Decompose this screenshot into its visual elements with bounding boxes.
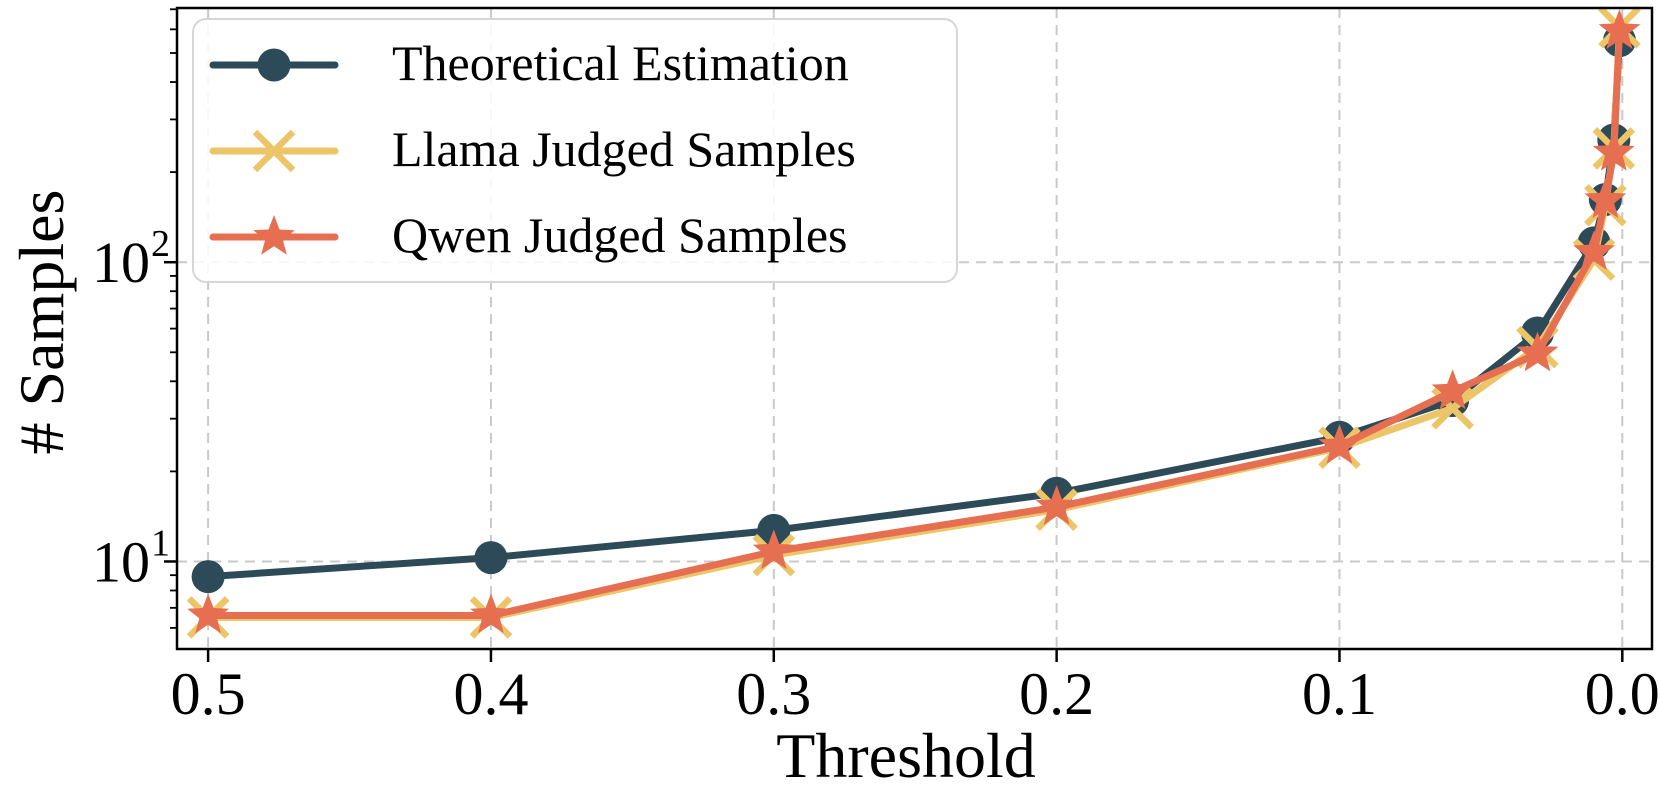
axes-spines	[175, 6, 1654, 651]
star-marker-icon	[752, 529, 795, 570]
x-tick-label: 0.4	[453, 661, 528, 727]
legend-label: Theoretical Estimation	[392, 34, 849, 91]
x-tick-label: 0.3	[736, 661, 811, 727]
x-tick-label: 0.5	[171, 661, 246, 727]
star-marker-icon	[470, 593, 512, 634]
star-marker-icon	[1584, 178, 1627, 219]
circle-marker-icon	[474, 541, 508, 575]
x-tick-label: 0.2	[1019, 661, 1094, 727]
legend-label: Llama Judged Samples	[392, 120, 856, 177]
legend-entry-qwen: Qwen Judged Samples	[209, 194, 938, 280]
circle-marker-icon	[209, 48, 339, 81]
star-marker-icon	[253, 214, 295, 255]
circle-marker-icon	[191, 560, 225, 594]
circle-marker-icon	[257, 48, 291, 81]
star-marker-icon	[209, 214, 339, 255]
series-markers-2	[187, 9, 1641, 634]
star-marker-icon	[1573, 230, 1615, 270]
major-ticks	[164, 260, 1624, 662]
star-marker-icon	[1318, 424, 1361, 464]
legend-entry-llama: Llama Judged Samples	[209, 108, 938, 194]
x-tick-label: 0.0	[1585, 661, 1660, 727]
star-marker-icon	[1592, 130, 1635, 171]
star-marker-icon	[1598, 9, 1641, 49]
x-marker-icon	[252, 129, 296, 172]
series-layer	[186, 6, 1641, 639]
x-tick-label: 0.1	[1302, 661, 1377, 727]
y-axis-title: # Samples	[6, 189, 77, 455]
y-tick-label: 101	[92, 522, 170, 594]
star-marker-icon	[1431, 369, 1474, 410]
star-marker-icon	[187, 593, 229, 634]
legend: Theoretical Estimation Llama Judged Samp…	[192, 18, 958, 283]
y-tick-label: 102	[92, 223, 170, 295]
x-axis-title: Threshold	[776, 720, 1036, 791]
legend-entry-theoretical: Theoretical Estimation	[209, 22, 938, 108]
star-marker-icon	[1516, 331, 1559, 372]
star-marker-icon	[1035, 485, 1078, 525]
legend-label: Qwen Judged Samples	[392, 206, 848, 263]
x-marker-icon	[209, 129, 339, 172]
